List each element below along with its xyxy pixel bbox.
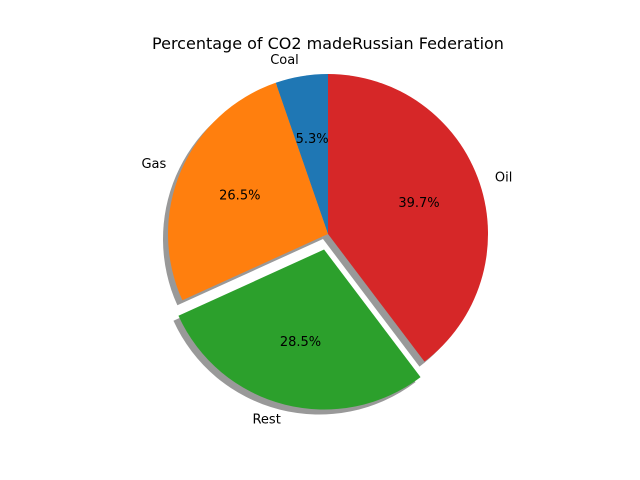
chart-title: Percentage of CO2 madeRussian Federation <box>152 34 504 53</box>
slice-gas <box>167 82 328 301</box>
slice-label-rest: Rest <box>252 413 280 428</box>
slice-percent-gas: 26.5% <box>219 189 260 204</box>
slice-oil <box>328 73 489 362</box>
slice-rest <box>178 249 421 410</box>
slice-coal <box>275 74 328 234</box>
slice-percent-rest: 28.5% <box>280 335 321 350</box>
slices-group <box>167 73 489 410</box>
slice-label-coal: Coal <box>270 53 299 68</box>
slice-label-oil: Oil <box>495 171 512 186</box>
slice-label-gas: Gas <box>141 157 166 172</box>
labels-group: Coal 5.3% Gas 26.5% Rest 28.5% Oil 39.7% <box>141 53 512 428</box>
slice-percent-oil: 39.7% <box>398 196 439 211</box>
slice-percent-coal: 5.3% <box>296 132 329 147</box>
